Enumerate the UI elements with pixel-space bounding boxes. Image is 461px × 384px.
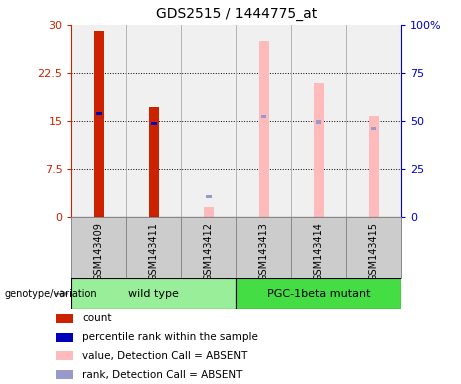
Bar (126, 217, 181, 278)
Bar (204, 207, 214, 217)
Bar (346, 217, 401, 278)
Bar (206, 195, 212, 199)
Bar (371, 127, 376, 130)
Text: GSM143415: GSM143415 (369, 222, 378, 281)
Bar (56, 370, 73, 379)
Bar (346, 25, 401, 217)
Text: PGC-1beta mutant: PGC-1beta mutant (267, 289, 371, 299)
Bar (181, 217, 236, 278)
Bar (261, 114, 266, 118)
Text: rank, Detection Call = ABSENT: rank, Detection Call = ABSENT (82, 370, 242, 380)
Bar (56, 314, 73, 323)
Bar (236, 278, 401, 309)
Bar (236, 217, 291, 278)
Bar (291, 25, 346, 217)
Bar (71, 278, 236, 309)
Text: wild type: wild type (129, 289, 179, 299)
Bar (314, 83, 324, 217)
Text: value, Detection Call = ABSENT: value, Detection Call = ABSENT (82, 351, 248, 361)
Bar (316, 120, 321, 124)
Text: GSM143411: GSM143411 (149, 222, 159, 281)
Text: GSM143414: GSM143414 (313, 222, 324, 281)
Text: genotype/variation: genotype/variation (5, 289, 97, 299)
Bar (291, 217, 346, 278)
Bar (236, 25, 291, 217)
Bar (56, 351, 73, 361)
Text: GSM143413: GSM143413 (259, 222, 269, 281)
Bar (149, 107, 159, 217)
Bar (56, 333, 73, 342)
Bar (181, 25, 236, 217)
Title: GDS2515 / 1444775_at: GDS2515 / 1444775_at (156, 7, 317, 21)
Text: count: count (82, 313, 112, 323)
Bar (71, 25, 126, 217)
Text: percentile rank within the sample: percentile rank within the sample (82, 332, 258, 342)
Bar (369, 116, 378, 217)
Text: GSM143412: GSM143412 (204, 222, 214, 281)
Bar (259, 41, 269, 217)
Bar (94, 31, 104, 217)
Bar (151, 122, 157, 126)
Bar (96, 112, 102, 115)
Bar (71, 217, 126, 278)
Text: GSM143409: GSM143409 (94, 222, 104, 281)
Bar (126, 25, 181, 217)
